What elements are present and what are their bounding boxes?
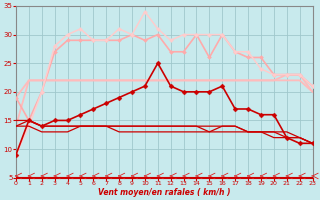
X-axis label: Vent moyen/en rafales ( km/h ): Vent moyen/en rafales ( km/h ) — [98, 188, 230, 197]
